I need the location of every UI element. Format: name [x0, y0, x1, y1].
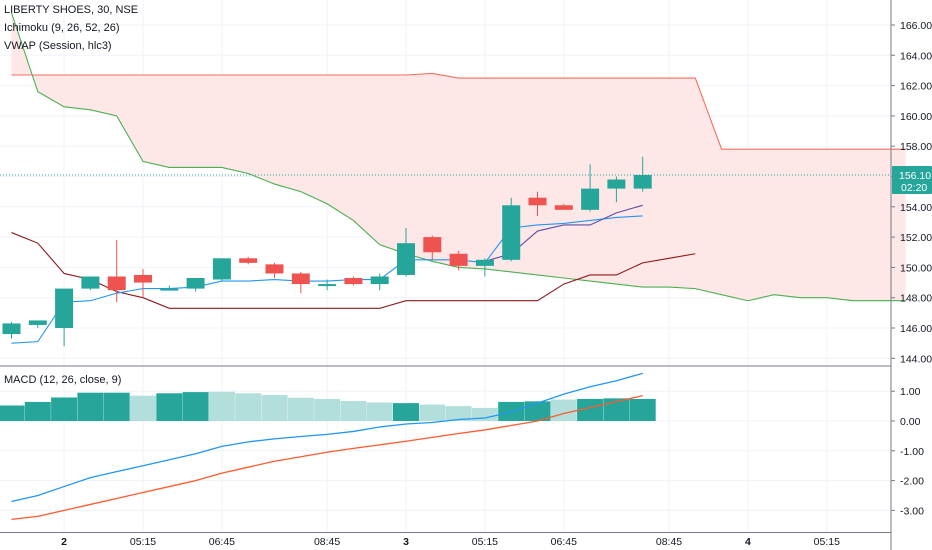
ichimoku-leading-span-b	[11, 72, 906, 150]
candle-down[interactable]	[134, 274, 152, 283]
macd-histogram-bar	[51, 397, 78, 421]
macd-histogram-bar	[156, 393, 183, 421]
macd-histogram-bar	[524, 401, 551, 421]
candle-up[interactable]	[160, 288, 179, 291]
macd-histogram-bar	[419, 404, 446, 421]
macd-axis-label: 1.00	[900, 386, 921, 398]
candle-up[interactable]	[212, 258, 231, 280]
macd-histogram-bar	[235, 393, 262, 421]
time-axis-label: 4	[745, 536, 751, 548]
candle-down[interactable]	[449, 253, 468, 266]
candle-down[interactable]	[107, 276, 126, 291]
macd-axis-label: -3.00	[900, 505, 924, 517]
macd-line	[11, 372, 643, 503]
ichimoku-base-line	[11, 232, 696, 309]
candle-up[interactable]	[502, 205, 521, 260]
price-axis-label: 148.00	[900, 293, 932, 305]
candle-up[interactable]	[607, 179, 626, 189]
candle-up[interactable]	[370, 276, 389, 285]
time-axis-label: 05:15	[472, 536, 498, 548]
candle-down[interactable]	[423, 237, 442, 253]
macd-histogram-bar	[340, 401, 367, 421]
time-axis-label: 05:15	[130, 536, 156, 548]
candle-down[interactable]	[291, 273, 310, 285]
macd-histogram-bar	[103, 392, 130, 421]
macd-histogram-bar	[577, 398, 604, 421]
candle-up[interactable]	[633, 174, 652, 189]
time-axis-label: 06:45	[209, 536, 235, 548]
macd-legend[interactable]: MACD (12, 26, close, 9)	[4, 374, 122, 386]
time-axis-label: 08:45	[314, 536, 340, 548]
macd-histogram-bar	[24, 401, 51, 421]
time-axis-label: 08:45	[656, 536, 682, 548]
candle-down[interactable]	[265, 264, 284, 274]
time-axis-label: 05:15	[814, 536, 840, 548]
macd-histogram-bar	[314, 398, 341, 421]
macd-histogram-bar	[182, 392, 209, 421]
price-axis-label: 150.00	[900, 262, 932, 274]
candle-up[interactable]	[581, 188, 600, 210]
macd-histogram-bar	[629, 398, 656, 421]
price-axis-label: 166.00	[900, 20, 932, 32]
time-axis-label: 3	[403, 536, 409, 548]
price-axis-label: 154.00	[900, 202, 932, 214]
macd-histogram-bar	[366, 402, 393, 421]
price-axis-label: 152.00	[900, 232, 932, 244]
macd-histogram-bar	[550, 399, 577, 421]
time-axis-label: 2	[61, 536, 67, 548]
macd-histogram-bar	[471, 407, 498, 421]
price-axis-label: 144.00	[900, 353, 932, 365]
price-axis-label: 164.00	[900, 50, 932, 62]
candle-down[interactable]	[528, 197, 547, 206]
candle-down[interactable]	[554, 205, 573, 210]
bar-countdown: 02:20	[901, 182, 927, 194]
last-price-value: 156.10	[899, 170, 931, 182]
macd-histogram-bar	[393, 403, 419, 421]
candle-up[interactable]	[186, 278, 205, 289]
macd-histogram-bar	[130, 395, 156, 421]
macd-histogram-bar	[0, 405, 25, 421]
vwap-legend[interactable]: VWAP (Session, hlc3)	[4, 40, 112, 52]
candle-up[interactable]	[397, 243, 415, 275]
macd-axis-label: 0.00	[900, 416, 921, 428]
macd-histogram-bar	[445, 406, 472, 421]
macd-histogram-bar	[603, 398, 630, 421]
candle-up[interactable]	[318, 284, 337, 287]
price-axis-label: 162.00	[900, 81, 932, 93]
candle-down[interactable]	[239, 258, 258, 263]
time-axis-label: 06:45	[551, 536, 577, 548]
macd-histogram-bar	[287, 397, 314, 421]
candle-up[interactable]	[475, 259, 494, 266]
last-price-badge	[892, 165, 932, 194]
macd-histogram-bar	[77, 392, 104, 421]
macd-axis-label: -2.00	[900, 476, 924, 488]
candle-up[interactable]	[2, 323, 21, 335]
price-axis-label: 160.00	[900, 111, 932, 123]
symbol-legend[interactable]: LIBERTY SHOES, 30, NSE	[4, 4, 139, 16]
ichimoku-cloud	[11, 12, 906, 301]
price-axis-label: 158.00	[900, 141, 932, 153]
price-axis-label: 146.00	[900, 323, 932, 335]
candle-up[interactable]	[28, 320, 47, 325]
macd-histogram-bar	[261, 395, 288, 421]
candle-up[interactable]	[55, 288, 74, 328]
ichimoku-legend[interactable]: Ichimoku (9, 26, 52, 26)	[4, 22, 120, 34]
macd-signal-line	[11, 395, 643, 520]
macd-histogram-bar	[208, 391, 235, 421]
macd-axis-label: -1.00	[900, 446, 924, 458]
candle-up[interactable]	[81, 276, 100, 289]
candle-down[interactable]	[344, 278, 363, 285]
